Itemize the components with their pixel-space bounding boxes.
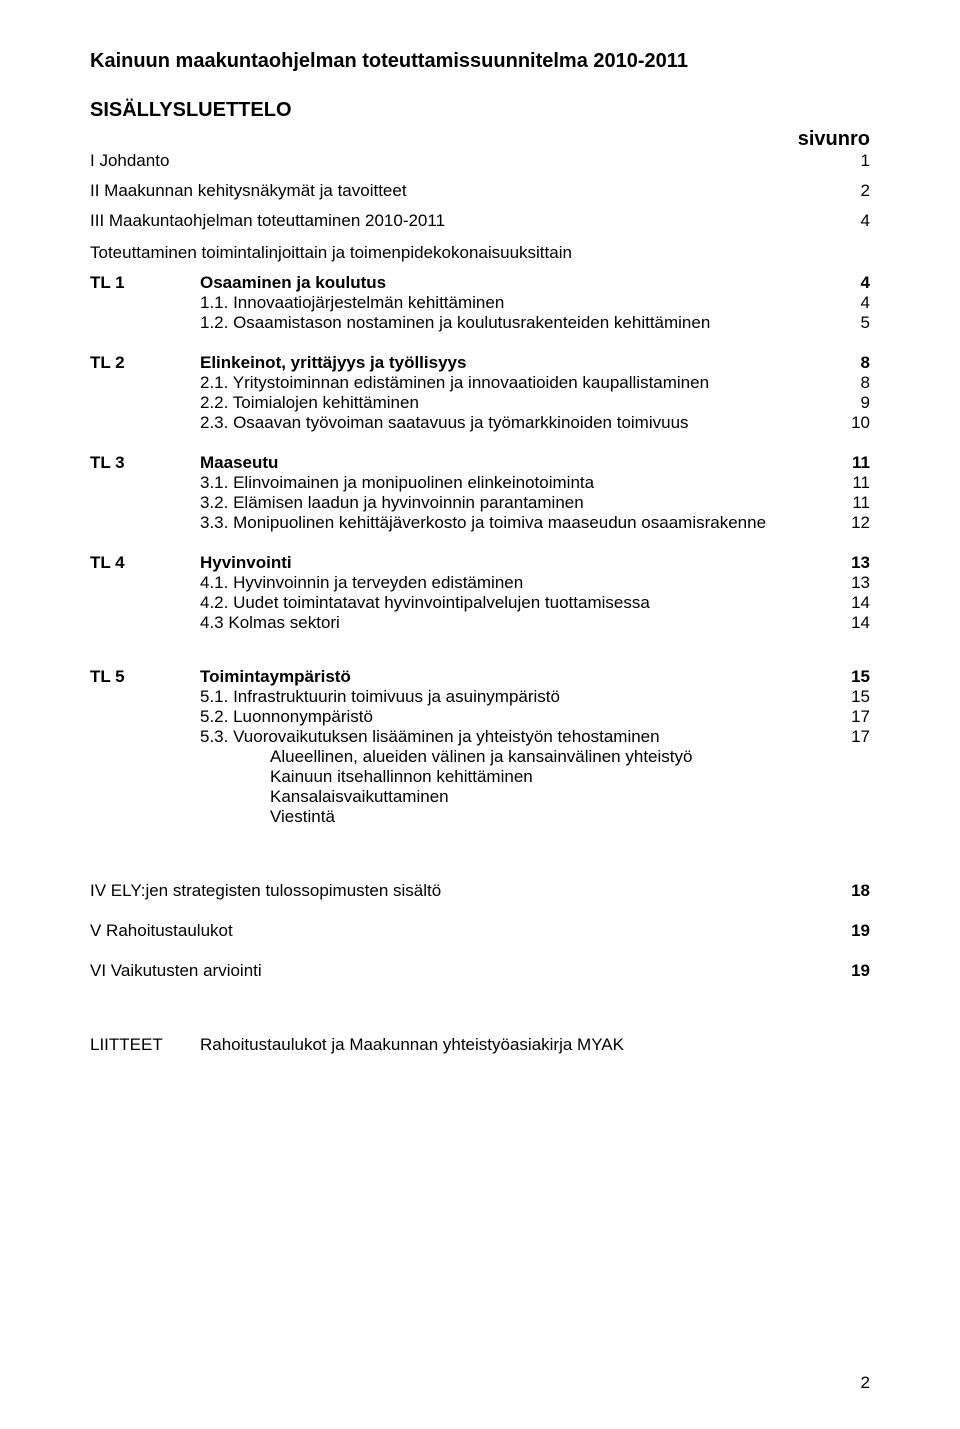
- toc-subentry: 5.3. Vuorovaikutuksen lisääminen ja yhte…: [90, 727, 870, 747]
- toc-page: 13: [851, 553, 870, 573]
- toc-entry: VI Vaikutusten arviointi 19: [90, 961, 870, 981]
- toc-label: 2.1. Yritystoiminnan edistäminen ja inno…: [90, 373, 709, 393]
- toc-label: V Rahoitustaulukot: [90, 921, 840, 941]
- tl-title: Osaaminen ja koulutus: [200, 273, 386, 293]
- tl-heading: TL 4 Hyvinvointi 13: [90, 553, 870, 573]
- tl-code: TL 5: [90, 667, 200, 687]
- toc-heading: SISÄLLYSLUETTELO: [90, 99, 870, 122]
- toc-subentry: 1.2. Osaamistason nostaminen ja koulutus…: [90, 313, 870, 333]
- toc-page: 5: [861, 313, 870, 333]
- toc-page: 11: [852, 453, 870, 473]
- tl-code: TL 1: [90, 273, 200, 293]
- toc-entry: IV ELY:jen strategisten tulossopimusten …: [90, 881, 870, 901]
- toc-subsubentry: Kansalaisvaikuttaminen: [90, 787, 870, 807]
- appendices-key: LIITTEET: [90, 1035, 200, 1055]
- page-number: 2: [861, 1373, 870, 1393]
- tl-title: Maaseutu: [200, 453, 278, 473]
- toc-label: Kainuun itsehallinnon kehittäminen: [90, 767, 533, 787]
- toc-subentry: 1.1. Innovaatiojärjestelmän kehittäminen…: [90, 293, 870, 313]
- document-page: Kainuun maakuntaohjelman toteuttamissuun…: [0, 0, 960, 1429]
- toc-page: 17: [851, 707, 870, 727]
- toc-subsubentry: Viestintä: [90, 807, 870, 827]
- toc-page: 13: [851, 573, 870, 593]
- tl-code: TL 3: [90, 453, 200, 473]
- tl-code: TL 4: [90, 553, 200, 573]
- toc-label: 3.1. Elinvoimainen ja monipuolinen elink…: [90, 473, 594, 493]
- toc-page: 4: [861, 293, 870, 313]
- toc-page: 15: [851, 667, 870, 687]
- toc-page: 17: [851, 727, 870, 747]
- tl-title: Elinkeinot, yrittäjyys ja työllisyys: [200, 353, 466, 373]
- toc-label: 2.2. Toimialojen kehittäminen: [90, 393, 419, 413]
- toc-page: 8: [861, 373, 870, 393]
- toc-label: 3.3. Monipuolinen kehittäjäverkosto ja t…: [90, 513, 766, 533]
- toc-label: Toteuttaminen toimintalinjoittain ja toi…: [90, 243, 572, 263]
- toc-subsubentry: Alueellinen, alueiden välinen ja kansain…: [90, 747, 870, 767]
- toc-entry: II Maakunnan kehitysnäkymät ja tavoittee…: [90, 181, 870, 201]
- toc-label: 5.1. Infrastruktuurin toimivuus ja asuin…: [90, 687, 560, 707]
- tl-heading: TL 2 Elinkeinot, yrittäjyys ja työllisyy…: [90, 353, 870, 373]
- tl-heading: TL 3 Maaseutu 11: [90, 453, 870, 473]
- toc-label: I Johdanto: [90, 151, 840, 171]
- toc-page: 9: [861, 393, 870, 413]
- toc-label: VI Vaikutusten arviointi: [90, 961, 840, 981]
- toc-page: 2: [840, 181, 870, 201]
- tl-title: Hyvinvointi: [200, 553, 292, 573]
- toc-page: 8: [861, 353, 870, 373]
- tl-code: TL 2: [90, 353, 200, 373]
- toc-subentry: 4.3 Kolmas sektori 14: [90, 613, 870, 633]
- toc-page: 4: [840, 211, 870, 231]
- toc-label: Viestintä: [90, 807, 335, 827]
- toc-label: Kansalaisvaikuttaminen: [90, 787, 449, 807]
- appendices-value: Rahoitustaulukot ja Maakunnan yhteistyöa…: [200, 1035, 624, 1055]
- toc-label: 1.1. Innovaatiojärjestelmän kehittäminen: [90, 293, 504, 313]
- toc-entry: III Maakuntaohjelman toteuttaminen 2010-…: [90, 211, 870, 231]
- toc-subentry: 2.1. Yritystoiminnan edistäminen ja inno…: [90, 373, 870, 393]
- toc-entry: I Johdanto 1: [90, 151, 870, 171]
- toc-page: 12: [851, 513, 870, 533]
- toc-label: 4.2. Uudet toimintatavat hyvinvointipalv…: [90, 593, 650, 613]
- toteuttaminen-line: Toteuttaminen toimintalinjoittain ja toi…: [90, 243, 870, 263]
- toc-subentry: 4.2. Uudet toimintatavat hyvinvointipalv…: [90, 593, 870, 613]
- tl-heading: TL 5 Toimintaympäristö 15: [90, 667, 870, 687]
- toc-subsubentry: Kainuun itsehallinnon kehittäminen: [90, 767, 870, 787]
- toc-page: 18: [840, 881, 870, 901]
- toc-page: 15: [851, 687, 870, 707]
- toc-label: Alueellinen, alueiden välinen ja kansain…: [90, 747, 692, 767]
- toc-subentry: 3.2. Elämisen laadun ja hyvinvoinnin par…: [90, 493, 870, 513]
- toc-label: 4.3 Kolmas sektori: [90, 613, 340, 633]
- toc-label: 1.2. Osaamistason nostaminen ja koulutus…: [90, 313, 710, 333]
- toc-label: IV ELY:jen strategisten tulossopimusten …: [90, 881, 840, 901]
- toc-subentry: 2.3. Osaavan työvoiman saatavuus ja työm…: [90, 413, 870, 433]
- toc-subentry: 3.3. Monipuolinen kehittäjäverkosto ja t…: [90, 513, 870, 533]
- toc-entry: V Rahoitustaulukot 19: [90, 921, 870, 941]
- toc-top-sections: I Johdanto 1 II Maakunnan kehitysnäkymät…: [90, 151, 870, 231]
- tl-heading: TL 1 Osaaminen ja koulutus 4: [90, 273, 870, 293]
- document-title: Kainuun maakuntaohjelman toteuttamissuun…: [90, 50, 870, 73]
- toc-page: 10: [851, 413, 870, 433]
- toc-subentry: 3.1. Elinvoimainen ja monipuolinen elink…: [90, 473, 870, 493]
- toc-page: 19: [840, 961, 870, 981]
- appendices-row: LIITTEET Rahoitustaulukot ja Maakunnan y…: [90, 1035, 870, 1055]
- toc-page: 11: [852, 493, 870, 513]
- toc-page: 14: [851, 593, 870, 613]
- toc-label: III Maakuntaohjelman toteuttaminen 2010-…: [90, 211, 840, 231]
- toc-page: 14: [851, 613, 870, 633]
- toc-subentry: 2.2. Toimialojen kehittäminen 9: [90, 393, 870, 413]
- toc-page: 4: [861, 273, 870, 293]
- toc-subentry: 5.2. Luonnonympäristö 17: [90, 707, 870, 727]
- toc-label: II Maakunnan kehitysnäkymät ja tavoittee…: [90, 181, 840, 201]
- toc-label: 5.2. Luonnonympäristö: [90, 707, 373, 727]
- toc-label: 4.1. Hyvinvoinnin ja terveyden edistämin…: [90, 573, 523, 593]
- toc-subentry: 4.1. Hyvinvoinnin ja terveyden edistämin…: [90, 573, 870, 593]
- tl-title: Toimintaympäristö: [200, 667, 351, 687]
- toc-subentry: 5.1. Infrastruktuurin toimivuus ja asuin…: [90, 687, 870, 707]
- toc-label: 5.3. Vuorovaikutuksen lisääminen ja yhte…: [90, 727, 660, 747]
- toc-label: 2.3. Osaavan työvoiman saatavuus ja työm…: [90, 413, 689, 433]
- toc-label: 3.2. Elämisen laadun ja hyvinvoinnin par…: [90, 493, 584, 513]
- toc-page: 19: [840, 921, 870, 941]
- page-column-label: sivunro: [90, 128, 870, 151]
- toc-page: 1: [840, 151, 870, 171]
- toc-page: 11: [852, 473, 870, 493]
